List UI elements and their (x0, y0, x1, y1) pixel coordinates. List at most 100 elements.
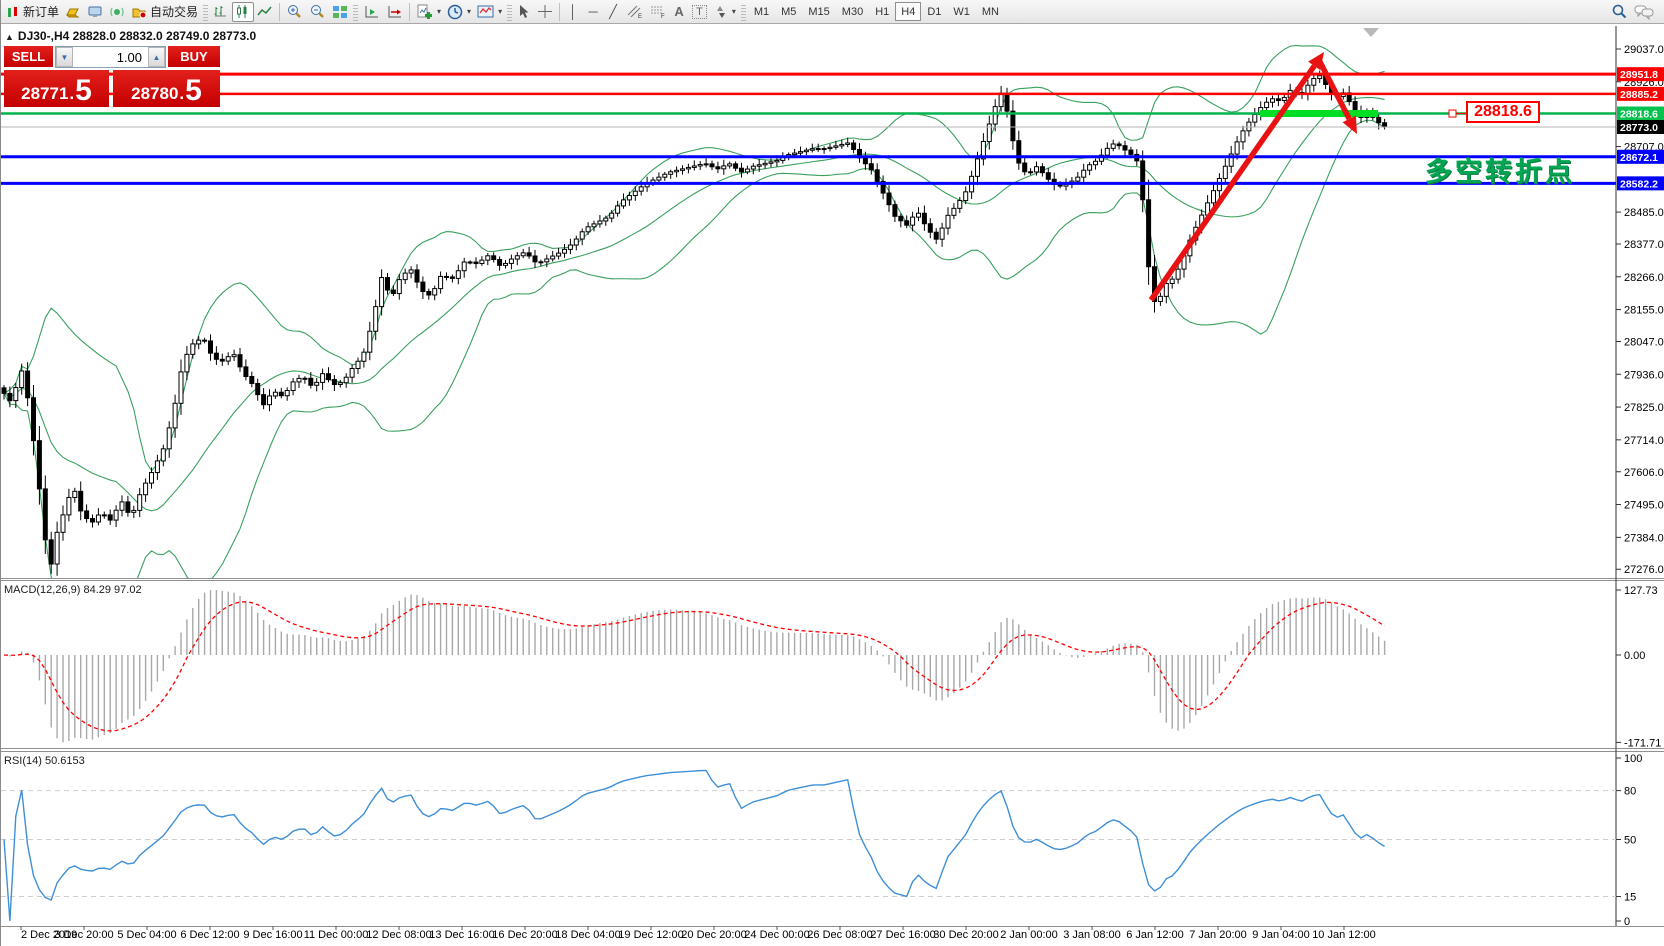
price-axis: 29037.028926.028707.028485.028377.028266… (1616, 44, 1664, 928)
candlestick-chart-icon (237, 5, 247, 18)
vline-tool-button[interactable]: │ (569, 4, 578, 19)
chart-shift-marker-icon[interactable] (1363, 28, 1379, 37)
new-order-label: 新订单 (23, 5, 60, 19)
clock-icon (447, 4, 463, 19)
market-watch-button[interactable] (62, 2, 84, 22)
y-tick-label: 27825.0 (1624, 402, 1664, 414)
trend-arrow-up[interactable] (1148, 64, 1317, 302)
buy-button[interactable]: BUY (168, 46, 220, 68)
x-axis-label: 24 Dec 00:00 (744, 929, 809, 941)
bar-chart-mode-button[interactable] (210, 2, 232, 22)
turning-point-annotation[interactable]: 多空转折点 (1425, 157, 1575, 187)
sell-button[interactable]: SELL (4, 46, 53, 68)
tf-button-MN[interactable]: MN (981, 5, 999, 18)
volume-increase-button[interactable]: ▲ (148, 47, 165, 67)
price-badge-text: 28672.1 (1620, 152, 1658, 164)
text-label-tool-button[interactable]: T (689, 2, 710, 22)
add-indicator-button[interactable]: ▾ (413, 2, 444, 22)
x-axis-label: 3 Dec 20:00 (54, 929, 113, 941)
add-indicator-caret-icon[interactable]: ▾ (437, 7, 442, 16)
signal-icon (110, 7, 124, 16)
x-axis-label: 7 Jan 20:00 (1189, 929, 1247, 941)
auto-scroll-button[interactable] (360, 2, 383, 22)
tf-button-H4[interactable]: H4 (895, 2, 922, 21)
candle-chart-mode-button[interactable] (232, 1, 255, 22)
x-axis-label: 16 Dec 20:00 (492, 929, 557, 941)
autotrade-label: 自动交易 (150, 5, 199, 19)
chart-shift-button[interactable] (383, 2, 406, 22)
quote-header: ▲ DJ30-,H4 28828.0 28832.0 28749.0 28773.… (5, 29, 256, 43)
news-button[interactable] (106, 2, 128, 22)
sell-price-button[interactable]: 28771. 5 (4, 70, 109, 107)
rsi-indicator-label: RSI(14) 50.6153 (4, 755, 85, 767)
tf-button-M1[interactable]: M1 (753, 5, 770, 18)
x-axis-label: 9 Dec 16:00 (243, 929, 302, 941)
rsi-axis-label: 50 (1624, 835, 1636, 847)
tf-button-W1[interactable]: W1 (953, 5, 970, 18)
new-order-button[interactable]: 新订单 (3, 2, 62, 22)
support-highlight-bar[interactable] (1260, 110, 1378, 118)
y-tick-label: 27606.0 (1624, 467, 1664, 479)
zoom-in-button[interactable] (283, 2, 306, 22)
line-chart-mode-button[interactable] (254, 2, 276, 22)
price-flag-label[interactable]: 28818.6 (1466, 101, 1540, 123)
price-badge-28951.8 (1617, 67, 1664, 82)
buy-price-main: 28780 (131, 84, 179, 103)
y-tick-label: 28155.0 (1624, 305, 1664, 317)
tf-button-D1[interactable]: D1 (927, 5, 942, 18)
templates-caret-icon[interactable]: ▾ (498, 7, 503, 16)
arrows-icon (716, 6, 725, 18)
macd-indicator-label: MACD(12,26,9) 84.29 97.02 (4, 584, 142, 596)
x-axis-label: 6 Dec 12:00 (180, 929, 239, 941)
x-axis-label: 5 Dec 04:00 (117, 929, 176, 941)
fibonacci-tool-button[interactable]: F (646, 2, 669, 22)
price-badge-text: 28951.8 (1620, 69, 1658, 81)
channel-icon: E (627, 5, 642, 19)
bar-chart-icon (214, 6, 227, 17)
hline-tool-button[interactable]: ─ (588, 4, 598, 19)
x-axis-label: 30 Dec 20:00 (933, 929, 998, 941)
zoom-out-button[interactable] (306, 2, 329, 22)
tf-button-M30[interactable]: M30 (841, 5, 864, 18)
crosshair-tool-button[interactable] (534, 2, 556, 22)
trendline-tool-button[interactable]: ╱ (609, 3, 617, 19)
macd-axis-label: -171.71 (1624, 737, 1661, 749)
volume-value[interactable]: 1.00 (116, 49, 142, 65)
autotrade-button[interactable]: 自动交易 (128, 2, 201, 22)
periods-caret-icon[interactable]: ▾ (467, 7, 472, 16)
collapse-panel-icon[interactable]: ▲ (5, 32, 14, 42)
buy-price-button[interactable]: 28780. 5 (113, 70, 220, 107)
chat-icon (1634, 5, 1654, 20)
flag-anchor-square[interactable] (1448, 109, 1457, 118)
search-button[interactable] (1608, 2, 1631, 22)
y-tick-label: 27936.0 (1624, 369, 1664, 381)
tf-button-M5[interactable]: M5 (781, 5, 797, 18)
rsi-line (3, 769, 1385, 922)
rsi-axis-label: 0 (1624, 916, 1630, 928)
cursor-tool-button[interactable] (514, 2, 534, 22)
periods-button[interactable]: ▾ (444, 2, 474, 22)
tf-button-H1[interactable]: H1 (875, 5, 890, 18)
bollinger-upper-band (3, 44, 1385, 472)
tile-windows-button[interactable] (329, 2, 351, 22)
timeframe-bar: M1 M5 M15 M30 H1 H4 D1 W1 MN (748, 2, 1005, 21)
svg-text:E: E (638, 14, 642, 19)
templates-button[interactable]: ▾ (474, 2, 505, 22)
volume-decrease-button[interactable]: ▼ (56, 47, 73, 67)
channel-tool-button[interactable]: E (623, 2, 646, 22)
rsi-panel (1, 769, 1616, 922)
trend-arrow-down[interactable] (1315, 56, 1352, 121)
arrows-caret-icon[interactable]: ▾ (731, 7, 736, 16)
tf-button-M15[interactable]: M15 (808, 5, 830, 18)
text-tool-button[interactable]: A (674, 4, 684, 19)
terminal-button[interactable] (84, 2, 106, 22)
arrows-tool-button[interactable]: ▾ (710, 2, 739, 22)
crosshair-icon (538, 5, 553, 18)
chat-button[interactable] (1631, 2, 1657, 22)
price-badge-text: 28582.2 (1620, 178, 1658, 190)
quote-text: DJ30-,H4 28828.0 28832.0 28749.0 28773.0 (17, 29, 257, 43)
y-tick-label: 28266.0 (1624, 272, 1664, 284)
x-axis-label: 19 Dec 12:00 (618, 929, 683, 941)
